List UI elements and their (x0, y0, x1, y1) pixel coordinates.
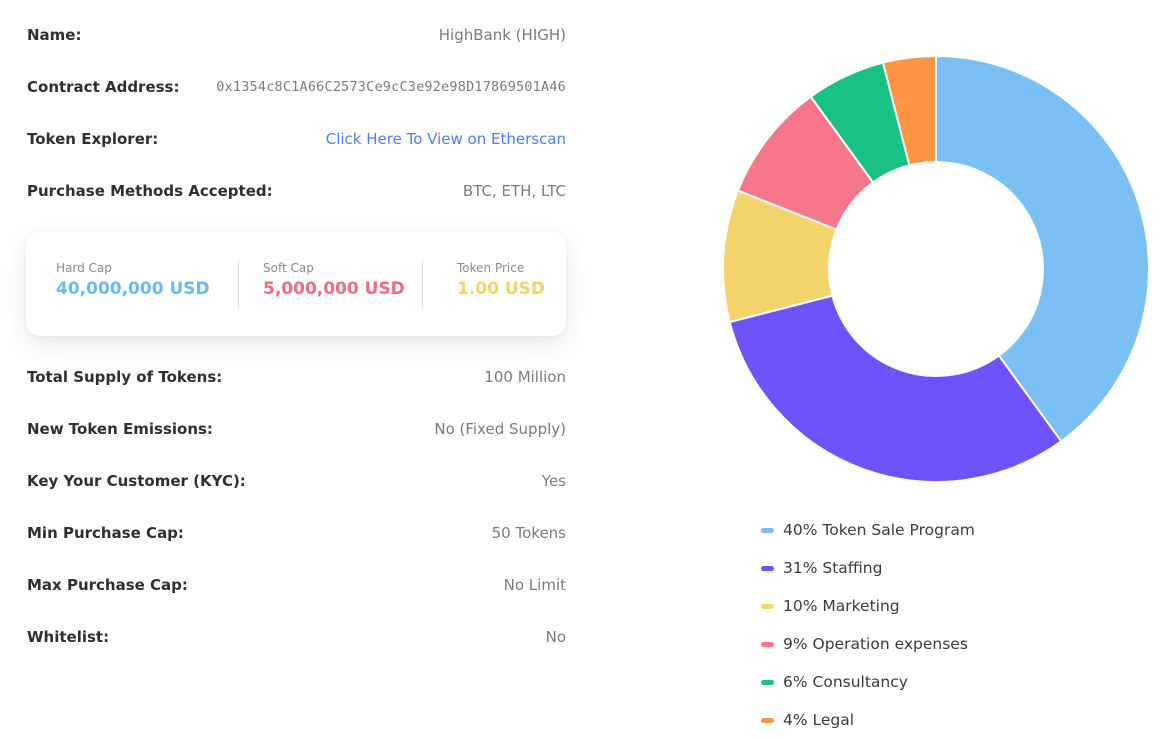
detail-row: Min Purchase Cap: 50 Tokens (27, 521, 566, 545)
detail-value: Yes (541, 472, 566, 490)
detail-value: BTC, ETH, LTC (462, 182, 566, 200)
hard-cap-value: 40,000,000 USD (56, 279, 210, 299)
legend-swatch (761, 679, 774, 685)
detail-label: Total Supply of Tokens: (27, 368, 223, 386)
detail-value: 50 Tokens (491, 524, 566, 542)
token-price-title: Token Price (457, 261, 525, 275)
legend-item: 10% Marketing (761, 587, 975, 625)
detail-row: Max Purchase Cap: No Limit (27, 573, 566, 597)
token-details-panel: Name: HighBank (HIGH) Contract Address: 0x1… (26, 23, 566, 649)
legend-label: 4% Legal (783, 711, 855, 729)
donut-slice-legal (881, 54, 937, 167)
hard-cap: Hard Cap 40,000,000 USD (56, 261, 210, 299)
legend-swatch (761, 717, 774, 723)
legend-item: 4% Legal (761, 701, 975, 739)
legend-item: 31% Staffing (761, 549, 975, 587)
etherscan-link[interactable]: Click Here To View on Etherscan (325, 130, 566, 148)
legend-label: 10% Marketing (783, 597, 900, 615)
soft-cap-title: Soft Cap (263, 261, 314, 275)
hard-cap-title: Hard Cap (56, 261, 112, 275)
detail-label: Purchase Methods Accepted: (27, 182, 273, 200)
detail-label: Contract Address: (27, 78, 180, 96)
cap-divider (238, 261, 239, 308)
detail-label: Whitelist: (27, 628, 110, 646)
caps-card: Hard Cap 40,000,000 USD Soft Cap 5,000,0… (26, 232, 566, 336)
detail-row: Name: HighBank (HIGH) (27, 23, 566, 47)
legend-item: 6% Consultancy (761, 663, 975, 701)
detail-row: Contract Address: 0x1354c8C1A66C2573Ce9cC… (27, 75, 566, 99)
legend-swatch (761, 603, 774, 609)
legend-label: 31% Staffing (783, 559, 883, 577)
detail-value: No (545, 628, 566, 646)
detail-row: Token Explorer: Click Here To View on Eth… (27, 127, 566, 151)
detail-row: New Token Emissions: No (Fixed Supply) (27, 417, 566, 441)
token-price-value: 1.00 USD (457, 279, 546, 299)
donut-slice-staffing (728, 294, 1063, 483)
detail-row: Total Supply of Tokens: 100 Million (27, 365, 566, 389)
chart-legend: 40% Token Sale Program 31% Staffing 10% Ma… (761, 511, 975, 739)
detail-label: Name: (27, 26, 82, 44)
detail-label: Min Purchase Cap: (27, 524, 184, 542)
token-distribution-chart (700, 40, 1160, 500)
cap-divider (422, 261, 423, 308)
detail-label: Max Purchase Cap: (27, 576, 188, 594)
legend-swatch (761, 527, 774, 533)
detail-row: Whitelist: No (27, 625, 566, 649)
detail-label: New Token Emissions: (27, 420, 213, 438)
donut-chart (722, 54, 1150, 483)
soft-cap-value: 5,000,000 USD (263, 279, 405, 299)
detail-row: Key Your Customer (KYC): Yes (27, 469, 566, 493)
detail-row: Purchase Methods Accepted: BTC, ETH, LTC (27, 179, 566, 203)
detail-value: 100 Million (484, 368, 566, 386)
detail-value: 0x1354c8C1A66C2573Ce9cC3e92e98D17869501A… (216, 79, 566, 95)
legend-swatch (761, 565, 774, 571)
detail-value: No (Fixed Supply) (434, 420, 566, 438)
detail-label: Token Explorer: (27, 130, 159, 148)
legend-label: 40% Token Sale Program (783, 521, 975, 539)
legend-swatch (761, 641, 774, 647)
legend-item: 40% Token Sale Program (761, 511, 975, 549)
token-price: Token Price 1.00 USD (457, 261, 545, 299)
donut-slice-token-sale-program (935, 54, 1150, 443)
detail-value: No Limit (503, 576, 566, 594)
soft-cap: Soft Cap 5,000,000 USD (263, 261, 405, 299)
detail-label: Key Your Customer (KYC): (27, 472, 246, 490)
legend-label: 6% Consultancy (783, 673, 908, 691)
legend-item: 9% Operation expenses (761, 625, 975, 663)
legend-label: 9% Operation expenses (783, 635, 968, 653)
detail-value: HighBank (HIGH) (438, 26, 566, 44)
